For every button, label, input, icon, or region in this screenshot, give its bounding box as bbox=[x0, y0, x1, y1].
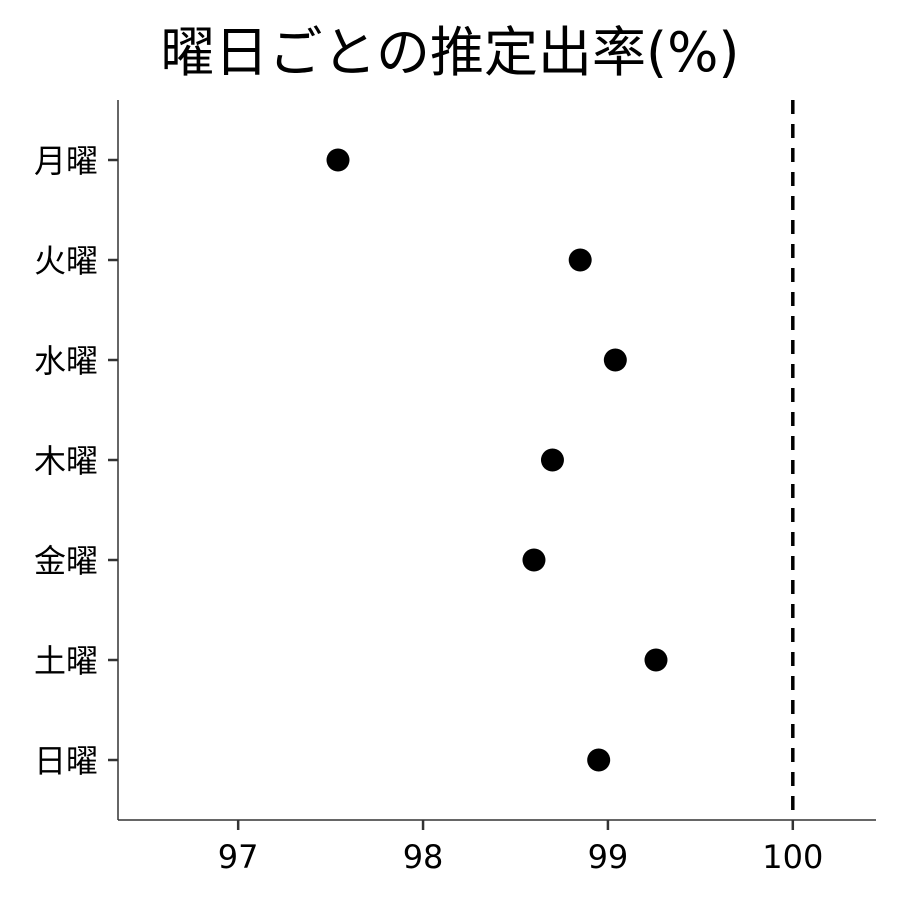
data-point bbox=[603, 348, 627, 372]
y-tick-label: 木曜 bbox=[34, 442, 98, 480]
y-tick-label: 月曜 bbox=[34, 142, 98, 180]
x-tick-label: 97 bbox=[218, 838, 259, 876]
y-tick-label: 火曜 bbox=[34, 242, 98, 280]
chart-title: 曜日ごとの推定出率(%) bbox=[160, 21, 740, 84]
data-point bbox=[587, 748, 611, 772]
x-tick-label: 100 bbox=[762, 838, 823, 876]
y-tick-label: 金曜 bbox=[34, 542, 98, 580]
y-tick-label: 日曜 bbox=[34, 742, 98, 780]
x-tick-label: 99 bbox=[588, 838, 629, 876]
y-tick-label: 土曜 bbox=[34, 642, 98, 680]
data-point bbox=[540, 448, 564, 472]
data-point bbox=[568, 248, 592, 272]
data-point bbox=[644, 648, 668, 672]
data-point bbox=[522, 548, 546, 572]
data-point bbox=[326, 148, 350, 172]
y-tick-label: 水曜 bbox=[34, 342, 98, 380]
x-tick-label: 98 bbox=[403, 838, 444, 876]
